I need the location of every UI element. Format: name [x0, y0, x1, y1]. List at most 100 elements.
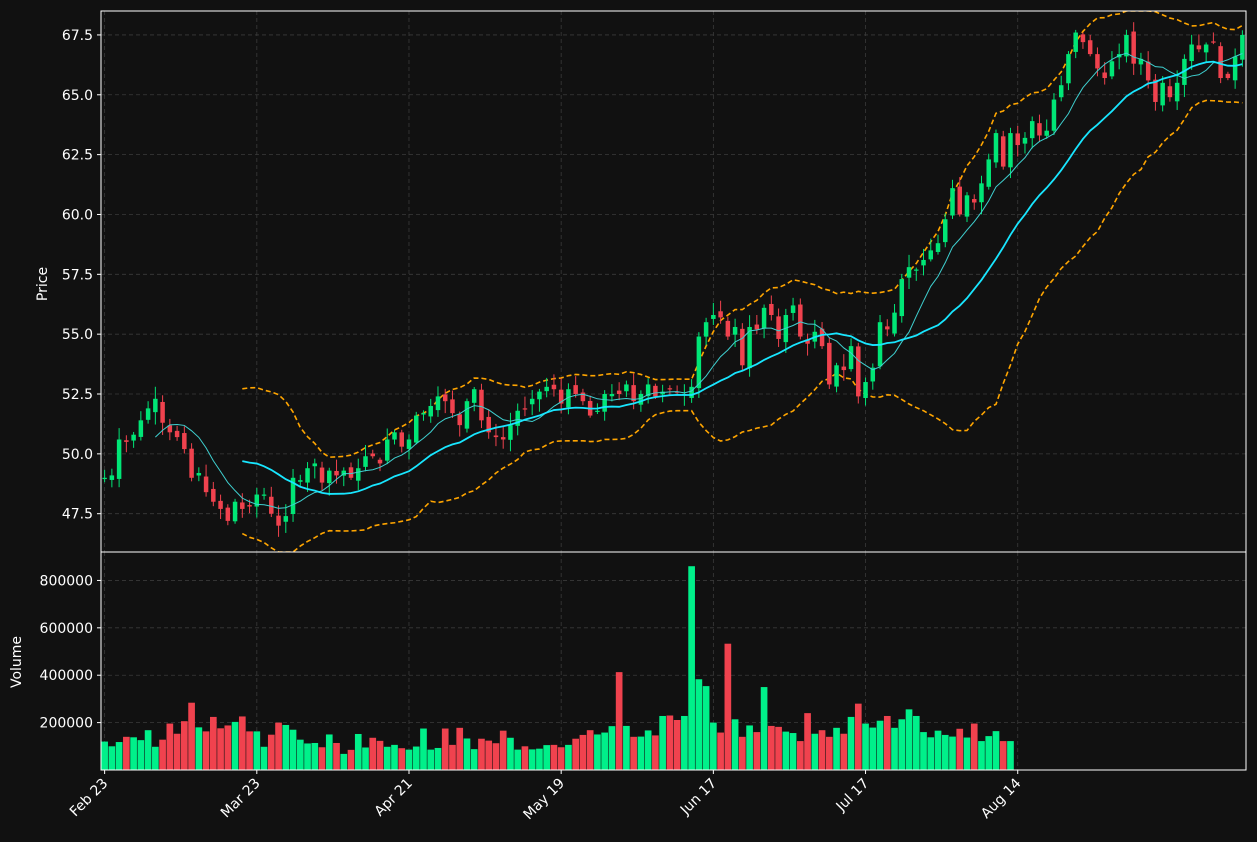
- volume-tick-label: 800000: [40, 573, 93, 589]
- candle-body: [870, 367, 876, 382]
- volume-bar: [601, 732, 608, 770]
- volume-bar: [739, 736, 746, 770]
- candle-body: [203, 476, 209, 493]
- candle-body: [595, 410, 600, 412]
- candle-body: [392, 432, 397, 440]
- candle-body: [943, 219, 948, 243]
- volume-bar: [152, 746, 159, 770]
- volume-bar: [101, 741, 108, 770]
- candle-body: [1232, 56, 1238, 81]
- candle-body: [544, 386, 549, 392]
- volume-bar: [173, 733, 181, 770]
- candle-body: [769, 303, 774, 316]
- candle-body: [1051, 99, 1057, 131]
- volume-bar: [449, 744, 456, 770]
- candle-body: [993, 133, 999, 163]
- candle-body: [689, 386, 694, 398]
- candle-body: [529, 398, 535, 405]
- candle-body: [971, 199, 977, 203]
- volume-bar: [456, 727, 464, 770]
- volume-bar: [905, 709, 913, 770]
- candle-body: [348, 467, 354, 478]
- fast-ma-line: [155, 52, 1243, 509]
- candle-body: [725, 320, 731, 337]
- bollinger-bands: [241, 11, 1243, 552]
- volume-bar: [209, 716, 217, 770]
- volume-bar: [724, 643, 732, 770]
- volume-bar: [920, 732, 927, 770]
- volume-bar: [521, 746, 529, 770]
- volume-bar: [376, 740, 384, 770]
- volume-bar: [188, 702, 195, 770]
- candle-body: [189, 448, 194, 478]
- candle-body: [1044, 130, 1049, 136]
- volume-tick-label: 400000: [40, 668, 93, 684]
- candle-body: [442, 394, 448, 402]
- candle-body: [261, 494, 267, 496]
- candle-body: [508, 425, 513, 440]
- candle-body: [950, 188, 955, 216]
- candle-body: [464, 401, 470, 429]
- volume-bar: [318, 747, 326, 770]
- volume-bar: [688, 566, 695, 770]
- candle-body: [124, 440, 129, 442]
- candle-body: [1073, 32, 1078, 52]
- candle-body: [413, 415, 419, 443]
- candle-body: [1196, 45, 1202, 50]
- volume-bar: [224, 725, 232, 770]
- volume-bar: [767, 725, 775, 770]
- price-tick-label: 65.0: [62, 88, 93, 104]
- candle-body: [537, 391, 542, 400]
- candle-body: [1160, 82, 1165, 106]
- volume-bar: [267, 734, 275, 770]
- volume-bar: [383, 746, 391, 770]
- candle-body: [450, 399, 455, 414]
- candle-body: [1000, 136, 1006, 167]
- candle-body: [696, 336, 702, 389]
- volume-bar: [499, 730, 507, 770]
- volume-bar: [985, 736, 993, 770]
- candle-body: [790, 305, 796, 313]
- candle-body: [609, 394, 615, 397]
- candle-body: [986, 159, 991, 187]
- price-tick-label: 62.5: [62, 148, 93, 164]
- candle-body: [471, 389, 477, 403]
- volume-bar: [369, 737, 377, 770]
- volume-bar: [304, 743, 311, 770]
- volume-bar: [311, 742, 319, 770]
- volume-bar: [825, 736, 833, 770]
- candle-body: [892, 312, 897, 334]
- volume-bar: [181, 721, 188, 770]
- candle-body: [718, 311, 723, 318]
- candle-body: [558, 389, 564, 404]
- candle-body: [1211, 41, 1216, 43]
- price-tick-label: 67.5: [62, 28, 93, 44]
- candle-body: [102, 477, 107, 480]
- candle-body: [240, 502, 245, 509]
- volume-grid: [101, 552, 1246, 770]
- volume-bar: [760, 687, 768, 770]
- candle-body: [232, 501, 238, 522]
- candle-body: [1109, 61, 1115, 77]
- volume-bar: [876, 720, 884, 770]
- candle-body: [406, 439, 412, 449]
- volume-bar: [811, 733, 819, 770]
- candle-body: [247, 505, 252, 507]
- candle-body: [370, 453, 376, 457]
- candle-body: [522, 408, 528, 410]
- volume-panel: 200000 400000 600000 800000 Volume: [9, 551, 1247, 771]
- volume-bar: [485, 740, 493, 770]
- volume-bar: [637, 736, 645, 770]
- price-tick-label: 50.0: [62, 447, 93, 463]
- candle-body: [1131, 31, 1136, 64]
- price-tick-label: 47.5: [62, 507, 93, 523]
- volume-bar: [238, 716, 246, 770]
- volume-axis-label: Volume: [9, 636, 25, 688]
- volume-bar: [999, 741, 1007, 770]
- candle-body: [580, 392, 586, 402]
- price-tick-label: 55.0: [62, 327, 93, 343]
- volume-tick-label: 200000: [40, 716, 93, 732]
- candle-body: [1240, 34, 1245, 60]
- candle-body: [167, 425, 173, 433]
- candle-body: [848, 346, 854, 370]
